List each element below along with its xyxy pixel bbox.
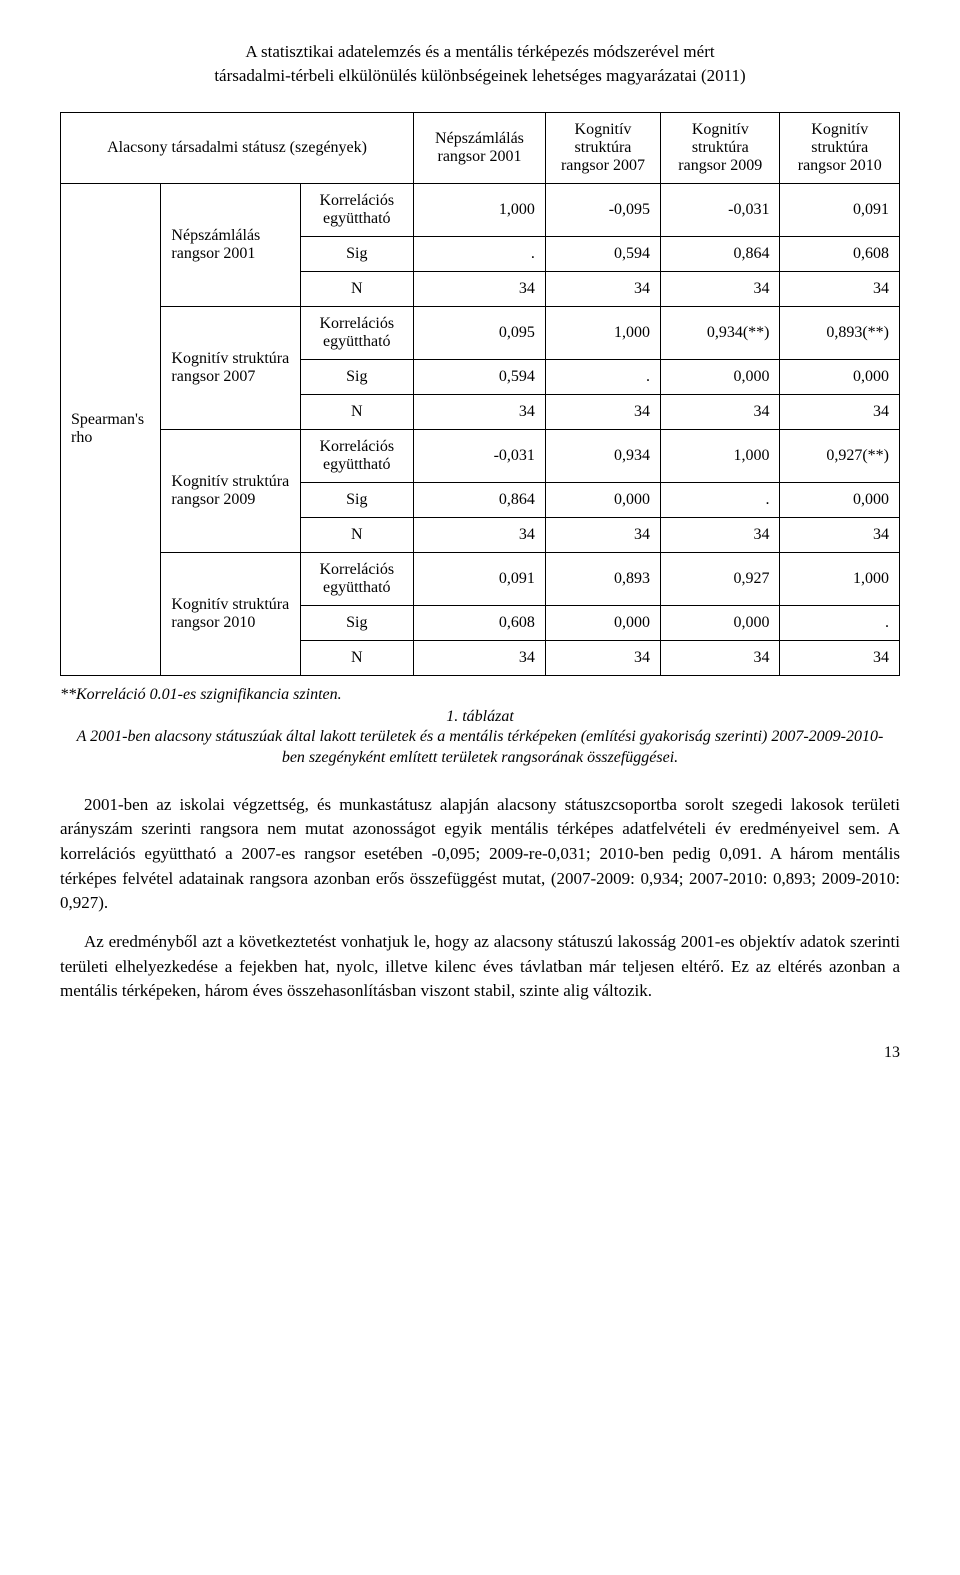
cell: 0,000 (780, 359, 900, 394)
cell: 34 (780, 394, 900, 429)
cell: 34 (661, 271, 780, 306)
cell: 0,934(**) (661, 306, 780, 359)
cell: 0,594 (414, 359, 546, 394)
table-row: Kognitív struktúra rangsor 2009 Korrelác… (61, 429, 900, 482)
cell: 0,864 (661, 236, 780, 271)
cell: 0,000 (780, 482, 900, 517)
stat-label-sig: Sig (300, 482, 414, 517)
stat-label-sig: Sig (300, 236, 414, 271)
cell: -0,095 (545, 183, 660, 236)
paragraph-1: 2001-ben az iskolai végzettség, és munka… (60, 793, 900, 916)
cell: 34 (545, 394, 660, 429)
cell: 1,000 (661, 429, 780, 482)
cell: 0,608 (414, 605, 546, 640)
stat-label-corr: Korrelációs együttható (300, 183, 414, 236)
cell: 34 (545, 517, 660, 552)
cell: 0,927 (661, 552, 780, 605)
paragraph-2: Az eredményből azt a következtetést vonh… (60, 930, 900, 1004)
cell: 0,000 (661, 605, 780, 640)
stat-label-corr: Korrelációs együttható (300, 429, 414, 482)
cell: 0,091 (780, 183, 900, 236)
stat-label-corr: Korrelációs együttható (300, 552, 414, 605)
cell: 0,091 (414, 552, 546, 605)
header-col-3: Kognitív struktúra rangsor 2009 (661, 112, 780, 183)
stat-label-sig: Sig (300, 605, 414, 640)
cell: 34 (414, 394, 546, 429)
stat-label-n: N (300, 394, 414, 429)
cell: 34 (545, 271, 660, 306)
cell: . (661, 482, 780, 517)
title-line-1: A statisztikai adatelemzés és a mentális… (60, 40, 900, 64)
cell: 0,893 (545, 552, 660, 605)
cell: 0,608 (780, 236, 900, 271)
table-caption-text: A 2001-ben alacsony státuszúak által lak… (70, 726, 890, 769)
stat-label-n: N (300, 517, 414, 552)
table-footnote: **Korreláció 0.01-es szignifikancia szin… (60, 686, 900, 704)
paper-header: A statisztikai adatelemzés és a mentális… (60, 40, 900, 88)
stat-label-corr: Korrelációs együttható (300, 306, 414, 359)
title-line-2: társadalmi-térbeli elkülönülés különbség… (60, 64, 900, 88)
table-caption-label: 1. táblázat (60, 708, 900, 726)
cell: 34 (661, 517, 780, 552)
cell: 34 (414, 517, 546, 552)
cell: 0,927(**) (780, 429, 900, 482)
page-number: 13 (60, 1044, 900, 1062)
cell: . (545, 359, 660, 394)
row-label: Kognitív struktúra rangsor 2010 (161, 552, 300, 675)
table-row: Spearman's rho Népszámlálás rangsor 2001… (61, 183, 900, 236)
stat-label-sig: Sig (300, 359, 414, 394)
cell: 34 (414, 640, 546, 675)
stat-label-n: N (300, 271, 414, 306)
table-row: Kognitív struktúra rangsor 2010 Korrelác… (61, 552, 900, 605)
cell: 34 (661, 394, 780, 429)
header-col-4: Kognitív struktúra rangsor 2010 (780, 112, 900, 183)
cell: -0,031 (414, 429, 546, 482)
header-col-2: Kognitív struktúra rangsor 2007 (545, 112, 660, 183)
cell: . (780, 605, 900, 640)
table-header-row: Alacsony társadalmi státusz (szegények) … (61, 112, 900, 183)
row-label: Népszámlálás rangsor 2001 (161, 183, 300, 306)
cell: 34 (780, 271, 900, 306)
cell: 0,893(**) (780, 306, 900, 359)
stat-label-n: N (300, 640, 414, 675)
cell: 1,000 (414, 183, 546, 236)
cell: . (414, 236, 546, 271)
cell: 34 (661, 640, 780, 675)
cell: 34 (545, 640, 660, 675)
cell: 0,095 (414, 306, 546, 359)
cell: 0,000 (545, 482, 660, 517)
table-row: Kognitív struktúra rangsor 2007 Korrelác… (61, 306, 900, 359)
correlation-table: Alacsony társadalmi státusz (szegények) … (60, 112, 900, 676)
cell: 34 (780, 517, 900, 552)
stub-group-label: Spearman's rho (61, 183, 161, 675)
cell: 0,594 (545, 236, 660, 271)
cell: 34 (780, 640, 900, 675)
cell: -0,031 (661, 183, 780, 236)
row-label: Kognitív struktúra rangsor 2009 (161, 429, 300, 552)
cell: 0,864 (414, 482, 546, 517)
cell: 0,000 (545, 605, 660, 640)
cell: 0,000 (661, 359, 780, 394)
cell: 1,000 (545, 306, 660, 359)
header-col-1: Népszámlálás rangsor 2001 (414, 112, 546, 183)
cell: 0,934 (545, 429, 660, 482)
cell: 34 (414, 271, 546, 306)
header-corner: Alacsony társadalmi státusz (szegények) (61, 112, 414, 183)
cell: 1,000 (780, 552, 900, 605)
row-label: Kognitív struktúra rangsor 2007 (161, 306, 300, 429)
